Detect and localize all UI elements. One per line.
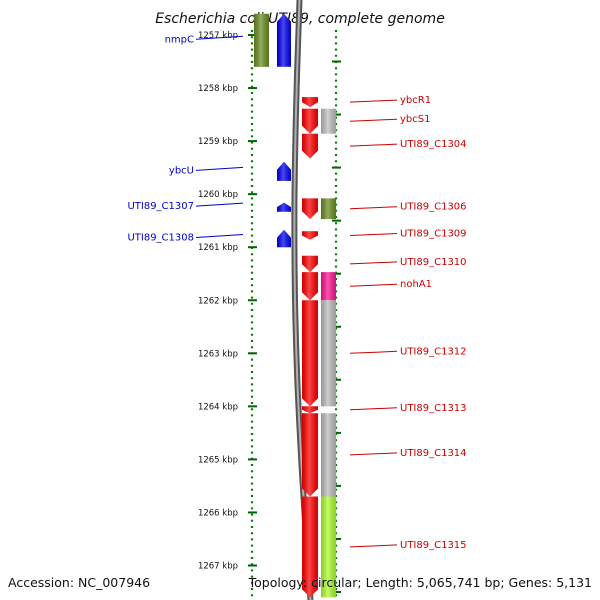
leader-uti89-c1312 — [349, 350, 398, 354]
topology-text: Topology: circular; Length: 5,065,741 bp… — [248, 575, 592, 590]
gene-track — [277, 13, 318, 598]
gene-label-noha1: nohA1 — [400, 279, 432, 290]
leader-uti89-c1307 — [195, 202, 244, 207]
feature-bar-shade-4 — [321, 272, 336, 301]
gene-labels: nmpC ybcU UTI89_C1307 UTI89_C1308 ybcR1 ybcS1… — [127, 34, 466, 551]
feature-bar-shade-6 — [321, 413, 336, 497]
gene-label-ybcs1: ybcS1 — [400, 114, 430, 125]
gene-label-ybcr1: ybcR1 — [400, 95, 431, 106]
gene-label-uti89-c1306: UTI89_C1306 — [400, 202, 467, 213]
tick-marks: 1257 kbp 1258 kbp 1259 kbp 1260 kbp 1261 kbp… — [198, 31, 341, 593]
gene-arrow-shade-uti89-c1314 — [302, 413, 318, 497]
leader-uti89-c1314 — [349, 452, 398, 456]
gene-arrow-shade-uti89-c1308 — [277, 229, 291, 248]
gene-label-uti89-c1314: UTI89_C1314 — [400, 448, 467, 459]
gene-arrow-shade-ybcu — [277, 161, 291, 181]
tick-label-1261: 1261 kbp — [198, 243, 238, 253]
gene-arrow-shade-noha1 — [302, 272, 318, 301]
gene-arrow-shade-uti89-c1310 — [302, 255, 318, 273]
leader-uti89-c1310 — [349, 261, 398, 265]
gene-arrow-shade-nmpc — [277, 13, 291, 67]
leader-uti89-c1308 — [195, 233, 244, 238]
leader-uti89-c1304 — [349, 143, 398, 147]
gene-label-uti89-c1304: UTI89_C1304 — [400, 139, 467, 150]
feature-track — [254, 13, 336, 598]
gene-arrow-shade-uti89-c1313 — [302, 406, 318, 414]
leader-nmpc — [195, 35, 244, 40]
tick-label-1262: 1262 kbp — [198, 296, 238, 306]
gene-arrow-shade-ybcs1 — [302, 108, 318, 134]
leader-ybcs1 — [349, 118, 398, 122]
accession-text: Accession: NC_007946 — [8, 575, 150, 590]
leader-uti89-c1306 — [349, 206, 398, 210]
gene-label-uti89-c1307: UTI89_C1307 — [127, 201, 194, 212]
gene-label-nmpc: nmpC — [165, 34, 194, 45]
feature-bar-shade-2 — [321, 108, 336, 134]
gene-arrow-shade-uti89-c1312 — [302, 300, 318, 407]
tick-label-1266: 1266 kbp — [198, 508, 238, 518]
gene-arrow-shade-uti89-c1309 — [302, 231, 318, 240]
gene-label-ybcu: ybcU — [169, 165, 194, 176]
leader-uti89-c1313 — [349, 407, 398, 411]
gene-arrow-shade-uti89-c1306 — [302, 198, 318, 220]
tick-label-1260: 1260 kbp — [198, 190, 238, 200]
leader-uti89-c1309 — [349, 233, 398, 237]
leader-ybcu — [195, 166, 244, 171]
gene-label-uti89-c1315: UTI89_C1315 — [400, 540, 467, 551]
tick-label-1258: 1258 kbp — [198, 84, 238, 94]
gene-arrow-shade-uti89-c1307 — [277, 202, 291, 212]
tick-label-1264: 1264 kbp — [198, 402, 238, 412]
leader-noha1 — [349, 283, 398, 287]
tick-label-1259: 1259 kbp — [198, 137, 238, 147]
feature-bar-shade-5 — [321, 300, 336, 407]
tick-label-1265: 1265 kbp — [198, 455, 238, 465]
tick-label-1263: 1263 kbp — [198, 349, 238, 359]
feature-bar-shade-1 — [254, 13, 269, 67]
feature-bar-shade-7 — [321, 496, 336, 598]
feature-bar-shade-3 — [321, 198, 336, 220]
tick-label-1257: 1257 kbp — [198, 31, 238, 41]
gene-label-uti89-c1309: UTI89_C1309 — [400, 229, 467, 240]
gene-label-uti89-c1310: UTI89_C1310 — [400, 257, 467, 268]
gene-arrow-shade-ybcr1 — [302, 97, 318, 108]
gene-arrow-shade-uti89-c1304 — [302, 133, 318, 159]
leader-uti89-c1315 — [349, 544, 398, 548]
tick-label-1267: 1267 kbp — [198, 562, 238, 572]
gene-label-uti89-c1308: UTI89_C1308 — [127, 232, 194, 243]
gene-label-uti89-c1313: UTI89_C1313 — [400, 403, 467, 414]
leader-ybcr1 — [349, 99, 398, 103]
gene-label-uti89-c1312: UTI89_C1312 — [400, 346, 467, 357]
gene-arrow-shade-uti89-c1315 — [302, 496, 318, 598]
